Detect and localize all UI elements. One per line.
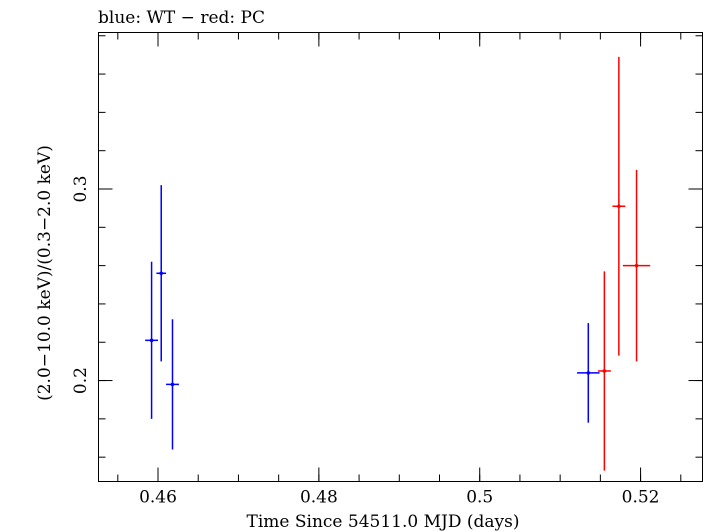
point-marker (617, 204, 621, 209)
point-marker (170, 382, 175, 387)
data-point (612, 56, 626, 356)
point-marker (634, 263, 639, 268)
y-tick-label: 0.2 (71, 367, 91, 394)
data-point (145, 261, 159, 419)
data-point (622, 169, 651, 362)
y-tick-label: 0.3 (71, 175, 91, 202)
x-axis-label: Time Since 54511.0 MJD (days) (247, 512, 520, 532)
x-tick-label: 0.5 (466, 488, 493, 508)
plot-frame (98, 32, 703, 482)
data-point (166, 319, 179, 450)
x-tick-label: 0.46 (139, 488, 177, 508)
x-tick-label: 0.48 (300, 488, 338, 508)
data-point (156, 185, 167, 362)
data-points (145, 56, 651, 471)
axis-ticks (98, 32, 703, 482)
y-axis-label: (2.0−10.0 keV)/(0.3−2.0 keV) (35, 145, 55, 401)
tick-labels: 0.46 0.48 0.5 0.52 0.2 0.3 (71, 175, 660, 507)
point-marker (149, 338, 154, 343)
chart-title: blue: WT − red: PC (98, 8, 265, 28)
point-marker (159, 271, 164, 276)
point-marker (586, 371, 591, 375)
data-point (577, 323, 600, 423)
data-point (597, 271, 611, 471)
x-tick-label: 0.52 (622, 488, 660, 508)
point-marker (602, 369, 607, 373)
